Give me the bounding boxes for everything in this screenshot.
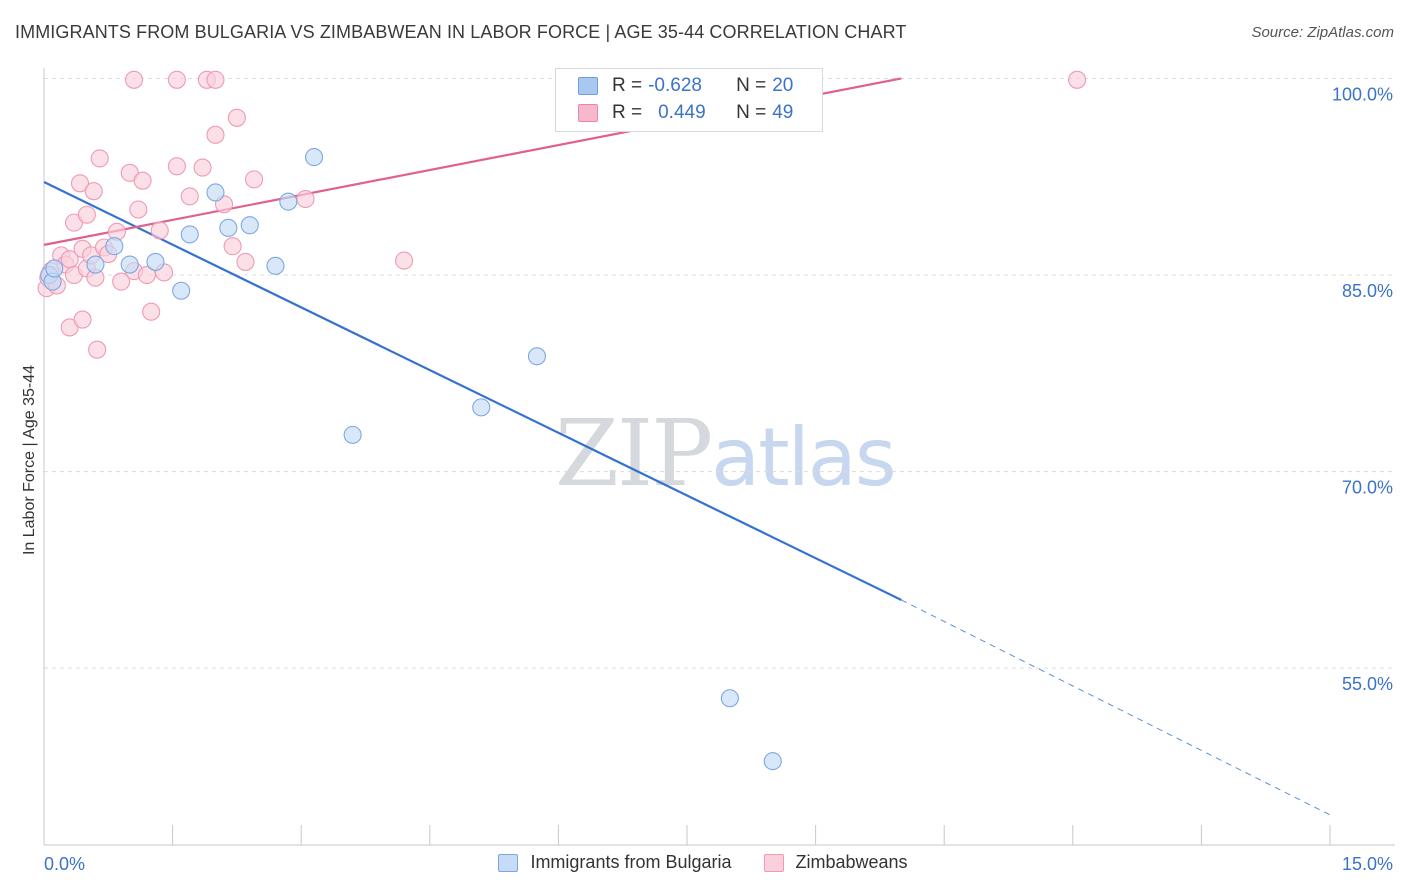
- data-point: [296, 189, 315, 209]
- tick-labels: 100.0% 85.0% 70.0% 55.0% 0.0% 15.0%: [44, 84, 1393, 874]
- data-point: [180, 225, 199, 244]
- data-point: [105, 237, 124, 256]
- grid-lines: [44, 77, 1395, 669]
- data-point: [236, 252, 255, 271]
- data-point: [112, 272, 131, 291]
- data-point: [527, 347, 547, 366]
- data-point: [88, 340, 107, 359]
- data-point: [150, 221, 169, 240]
- chart-title: IMMIGRANTS FROM BULGARIA VS ZIMBABWEAN I…: [15, 22, 907, 42]
- trend-line-dashed-0: [901, 599, 1331, 816]
- legend-item-zimbabweans: Zimbabweans: [763, 852, 908, 873]
- legend-r-label: R =: [612, 75, 643, 96]
- data-point: [77, 205, 96, 224]
- watermark-zip: ZIP: [555, 400, 713, 507]
- data-point: [146, 252, 165, 271]
- source-label: Source: ZipAtlas.com: [1251, 24, 1394, 41]
- data-point: [227, 108, 246, 127]
- legend-row-zimbabweans: R = 0.449 N = 49: [578, 101, 793, 125]
- legend-label-zimbabweans: Zimbabweans: [795, 852, 908, 872]
- data-point: [142, 302, 161, 321]
- data-point: [244, 170, 264, 189]
- data-point: [70, 174, 90, 193]
- legend-label-bulgaria: Immigrants from Bulgaria: [530, 852, 732, 872]
- legend-n-value: 20: [772, 75, 794, 96]
- legend-swatch-bulgaria: [578, 77, 598, 95]
- data-point: [219, 218, 238, 237]
- legend-item-bulgaria: Immigrants from Bulgaria: [498, 852, 732, 873]
- legend-n-value: 49: [772, 102, 794, 123]
- data-point: [206, 183, 225, 202]
- data-point: [240, 216, 259, 235]
- data-point: [395, 251, 414, 270]
- legend-swatch-bulgaria: [498, 853, 519, 872]
- trend-line-0: [43, 181, 902, 601]
- legend-swatch-zimbabweans: [578, 104, 598, 122]
- data-point: [133, 171, 152, 190]
- data-point: [167, 157, 186, 176]
- data-point: [763, 752, 782, 771]
- x-tick-label: 0.0%: [44, 854, 85, 874]
- series-legend: Immigrants from Bulgaria Zimbabweans: [0, 852, 1406, 873]
- y-tick-label: 100.0%: [1332, 84, 1393, 104]
- legend-n-label: N =: [736, 102, 767, 123]
- data-point: [124, 70, 144, 89]
- legend-r-value: -0.628: [648, 75, 702, 96]
- data-point: [206, 125, 225, 144]
- y-tick-label: 55.0%: [1342, 674, 1393, 694]
- data-point: [86, 255, 105, 274]
- data-point: [720, 689, 739, 708]
- legend-r-label: R =: [612, 102, 643, 123]
- data-point: [90, 149, 109, 168]
- watermark-atlas: atlas: [711, 411, 896, 504]
- y-tick-label: 85.0%: [1342, 281, 1393, 301]
- data-point: [84, 182, 103, 201]
- data-point: [472, 398, 491, 417]
- trend-lines: [43, 77, 1331, 816]
- y-tick-label: 70.0%: [1342, 478, 1393, 498]
- data-point: [172, 281, 191, 300]
- legend-n-label: N =: [736, 75, 767, 96]
- data-point: [1068, 70, 1087, 89]
- legend-r-value: 0.449: [658, 102, 706, 123]
- data-point: [305, 148, 324, 167]
- data-points: [37, 70, 1087, 771]
- x-tick-label: 15.0%: [1342, 854, 1393, 874]
- data-point: [73, 310, 92, 329]
- data-point: [223, 237, 242, 256]
- watermark: ZIPatlas: [555, 400, 897, 507]
- correlation-legend: R = -0.628 N = 20 R = 0.449 N = 49: [555, 68, 823, 132]
- data-point: [279, 192, 298, 211]
- legend-row-bulgaria: R = -0.628 N = 20: [578, 74, 793, 98]
- legend-swatch-zimbabweans: [763, 853, 784, 872]
- data-point: [343, 425, 362, 444]
- data-point: [129, 200, 148, 219]
- data-point: [120, 255, 139, 274]
- data-point: [193, 158, 212, 177]
- data-point: [167, 70, 186, 89]
- data-point: [206, 70, 225, 89]
- data-point: [45, 259, 64, 278]
- y-axis-label: In Labor Force | Age 35-44: [21, 364, 38, 556]
- axes: [43, 68, 1395, 846]
- data-point: [266, 256, 285, 275]
- data-point: [180, 187, 199, 206]
